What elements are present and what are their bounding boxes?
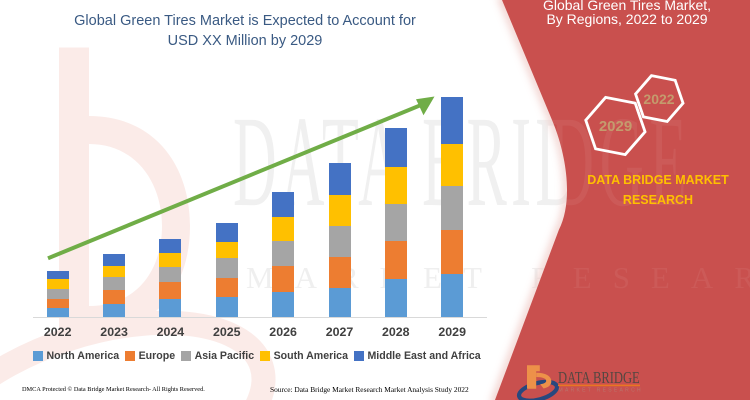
svg-text:2029: 2029: [599, 118, 632, 135]
svg-text:MARKET RESEARCH: MARKET RESEARCH: [559, 387, 643, 393]
svg-text:DATA BRIDGE: DATA BRIDGE: [558, 369, 640, 387]
svg-text:2022: 2022: [643, 91, 674, 107]
